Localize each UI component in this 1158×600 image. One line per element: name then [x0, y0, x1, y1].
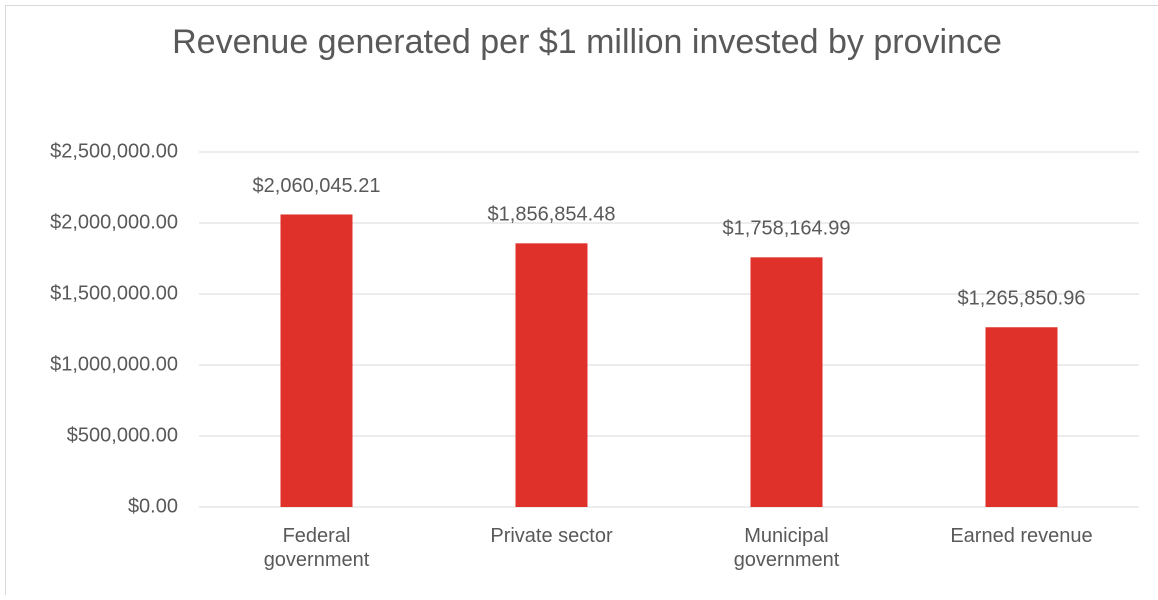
- bar: [516, 243, 588, 507]
- y-tick-label: $2,500,000.00: [50, 140, 178, 162]
- y-tick-label: $2,000,000.00: [50, 211, 178, 233]
- y-tick-label: $500,000.00: [67, 424, 178, 446]
- data-label: $1,856,854.48: [488, 204, 616, 226]
- chart-title: Revenue generated per $1 million investe…: [150, 22, 1024, 62]
- x-tick-label: Federal government: [232, 524, 402, 572]
- x-tick-box: Federal government: [232, 524, 402, 584]
- bar: [751, 257, 823, 507]
- x-tick-label: Municipal government: [702, 524, 872, 572]
- bar: [986, 327, 1058, 507]
- x-tick-box: Earned revenue: [937, 524, 1107, 584]
- x-tick-box: Municipal government: [702, 524, 872, 584]
- title-box: Revenue generated per $1 million investe…: [150, 22, 1024, 122]
- data-label: $2,060,045.21: [253, 175, 381, 197]
- x-tick-box: Private sector: [467, 524, 637, 584]
- y-tick-label: $0.00: [128, 495, 178, 517]
- data-label: $1,758,164.99: [723, 218, 851, 240]
- x-tick-label: Private sector: [467, 524, 637, 548]
- y-tick-label: $1,500,000.00: [50, 282, 178, 304]
- y-tick-label: $1,000,000.00: [50, 353, 178, 375]
- data-label: $1,265,850.96: [958, 288, 1086, 310]
- bar: [281, 214, 353, 507]
- x-tick-label: Earned revenue: [937, 524, 1107, 548]
